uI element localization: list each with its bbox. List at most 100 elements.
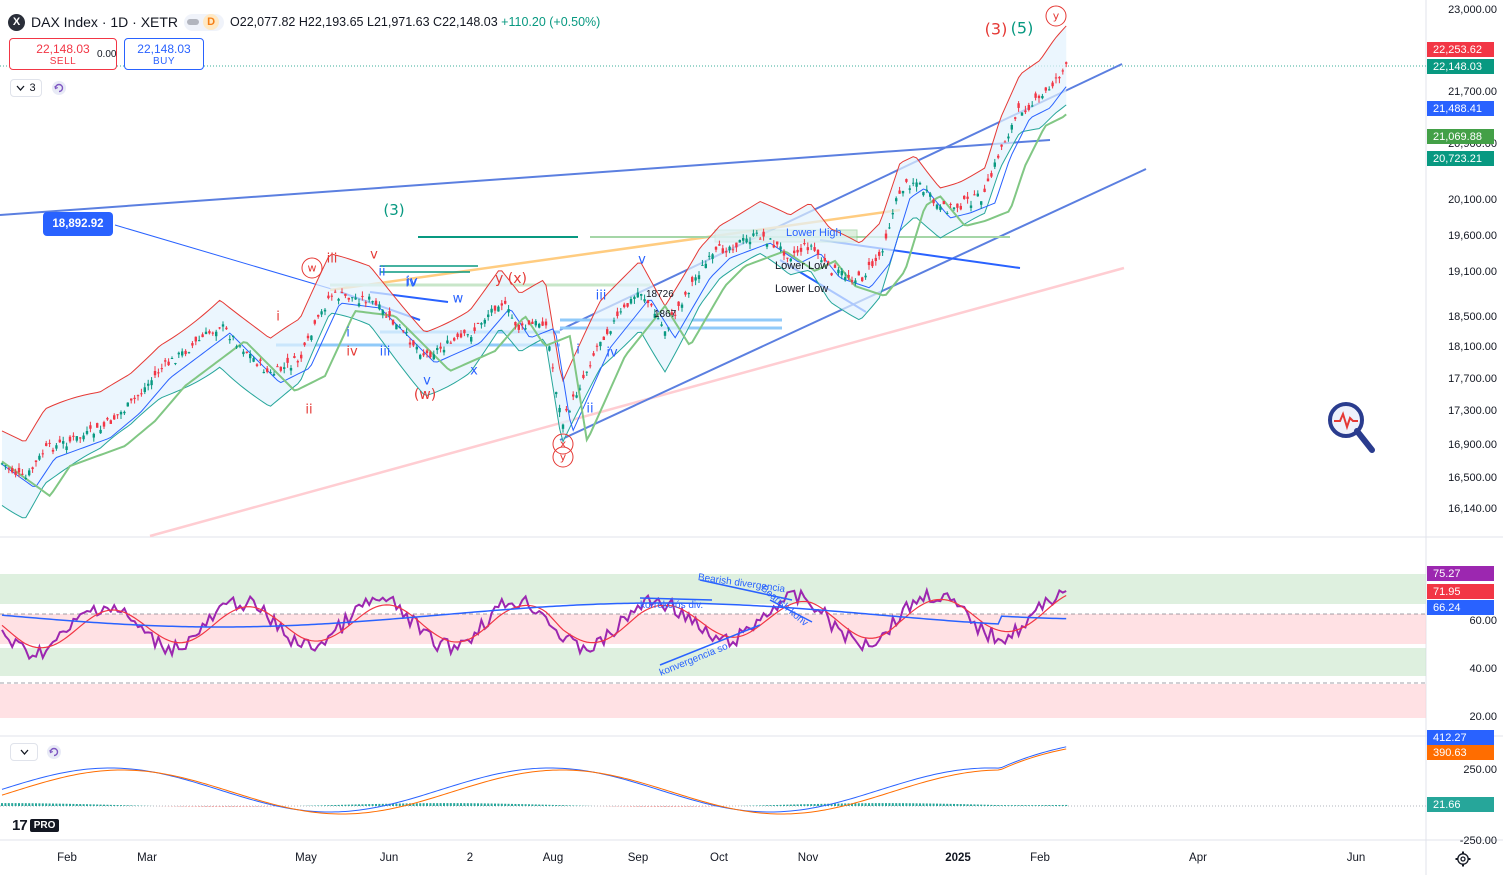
candle-body: [24, 477, 27, 479]
rsi-long-ma: [1, 602, 1067, 628]
macd-bar: [534, 804, 537, 806]
macd-bar: [528, 804, 530, 806]
macd-bar: [857, 803, 860, 806]
price-callout[interactable]: 18,892.92: [43, 212, 113, 236]
candle-body: [949, 203, 952, 205]
candle-body: [51, 449, 55, 452]
symbol-title[interactable]: DAX Index · 1D · XETR: [31, 14, 179, 30]
candle-body: [980, 201, 983, 205]
candle-body: [963, 195, 966, 199]
candle-body: [823, 258, 826, 262]
candle-body: [89, 425, 92, 429]
macd-bar: [936, 803, 938, 806]
time-axis-label: Oct: [710, 852, 728, 864]
candle-body: [629, 298, 633, 304]
symbol-legend[interactable]: X DAX Index · 1D · XETR D O22,077.82 H22…: [8, 11, 600, 33]
candle-body: [867, 261, 871, 266]
symbol-icon[interactable]: X: [8, 13, 25, 31]
macd-bar: [344, 804, 347, 806]
candle-body: [905, 179, 908, 182]
macd-bar: [480, 803, 483, 806]
macd-bar: [1061, 804, 1064, 806]
candle-body: [932, 199, 935, 204]
candle-body: [718, 244, 721, 246]
candle-body: [235, 346, 238, 348]
candle-body: [660, 324, 663, 326]
candle-body: [272, 373, 276, 376]
macd-bar: [813, 804, 816, 806]
macd-bar: [885, 803, 887, 806]
indicators-collapse-button[interactable]: 3: [10, 79, 42, 97]
macd-bar: [41, 803, 44, 806]
candle-body: [680, 304, 684, 308]
price-tag: 22,253.62: [1427, 42, 1494, 57]
macd-bar: [963, 804, 966, 806]
macd-bar: [837, 803, 840, 806]
candle-body: [28, 470, 31, 476]
candle-body: [174, 363, 177, 365]
eye-toggle-icon[interactable]: D: [184, 13, 225, 31]
annotation: Lower High: [786, 227, 842, 239]
gear-icon[interactable]: [1455, 851, 1471, 867]
candle-body: [221, 324, 225, 327]
candle-body: [929, 193, 932, 197]
macd-bar: [881, 803, 884, 806]
macd-bar: [1004, 805, 1006, 806]
candle-body: [344, 293, 347, 296]
candle-body: [497, 306, 500, 312]
candle-body: [1051, 82, 1054, 87]
macd-bar: [630, 806, 632, 807]
candle-body: [857, 271, 860, 276]
candle-body: [113, 415, 116, 420]
macd-bar: [1000, 805, 1003, 806]
candle-body: [249, 353, 252, 359]
candle-body: [1061, 70, 1064, 72]
refresh-icon[interactable]: [51, 80, 67, 96]
macd-bar: [898, 803, 901, 806]
wave-label: ii: [586, 401, 594, 417]
candle-body: [748, 241, 752, 245]
rsi-overbought-zone: [0, 574, 1426, 604]
candle-body: [184, 350, 187, 355]
candle-body: [153, 370, 157, 376]
macd-bar: [58, 803, 61, 806]
macd-bar: [691, 806, 694, 807]
macd-collapse-button[interactable]: [10, 743, 38, 761]
candle-body: [721, 248, 724, 253]
candle-body: [21, 473, 24, 475]
macd-bar: [225, 806, 228, 807]
macd-bar: [1038, 805, 1040, 806]
candle-body: [776, 241, 779, 245]
macd-bar: [89, 804, 92, 806]
candle-body: [772, 244, 775, 248]
candle-body: [201, 334, 204, 338]
macd-bar: [677, 806, 680, 807]
candle-body: [123, 411, 126, 414]
candle-body: [419, 354, 422, 359]
macd-bar: [28, 803, 31, 806]
macd-bar: [708, 806, 711, 807]
tradingview-logo[interactable]: 17 PRO: [12, 817, 82, 834]
candle-body: [973, 194, 976, 196]
macd-bar: [983, 804, 986, 806]
macd-bar: [861, 803, 864, 806]
time-axis-label: 2: [466, 852, 474, 864]
candle-body: [483, 319, 486, 324]
magnifier-pulse-icon[interactable]: [1326, 400, 1376, 455]
sell-button[interactable]: 22,148.03 SELL: [9, 38, 117, 70]
candle-body: [585, 371, 588, 373]
sell-price: 22,148.03: [36, 41, 90, 56]
macd-bar: [460, 803, 462, 806]
price-axis-label: 17,300.00: [1448, 405, 1497, 417]
refresh-icon[interactable]: [46, 744, 62, 760]
macd-bar: [232, 806, 235, 807]
macd-bar: [562, 805, 564, 806]
macd-bar: [895, 803, 898, 806]
macd-bar: [439, 803, 442, 806]
candle-body: [456, 333, 459, 337]
candle-body: [422, 353, 425, 356]
buy-button[interactable]: 22,148.03 BUY: [124, 38, 204, 70]
candle-body: [17, 467, 21, 473]
candle-body: [490, 308, 493, 313]
